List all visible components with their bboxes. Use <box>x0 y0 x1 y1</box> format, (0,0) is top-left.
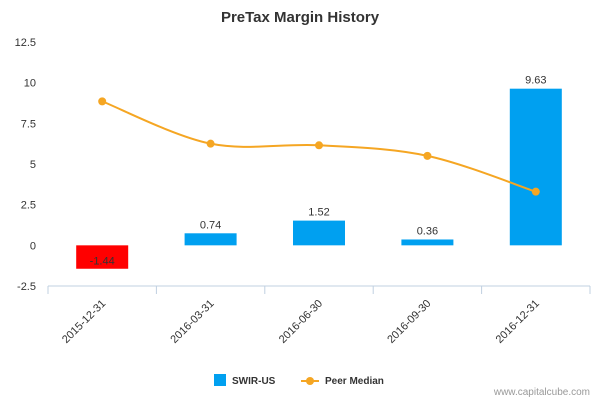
legend-swatch-bar[interactable] <box>214 374 226 386</box>
legend: SWIR-US Peer Median <box>214 374 384 387</box>
peer-median-point[interactable] <box>423 151 432 160</box>
credit-text: www.capitalcube.com <box>493 387 590 398</box>
bar-data-label: 1.52 <box>308 207 329 219</box>
peer-median-point[interactable] <box>531 187 540 196</box>
x-tick-label: 2015-12-31 <box>60 298 108 346</box>
chart-title: PreTax Margin History <box>221 9 380 26</box>
bar-data-label: -1.44 <box>90 255 115 267</box>
bar-data-label: 0.36 <box>417 225 438 237</box>
bar[interactable] <box>76 245 129 269</box>
bar-data-label: 9.63 <box>525 75 546 87</box>
bar-data-labels: -1.44 0.74 1.52 0.36 9.63 <box>90 75 547 268</box>
bar[interactable] <box>401 239 454 246</box>
y-tick-label: 0 <box>30 240 36 252</box>
legend-label-line[interactable]: Peer Median <box>325 376 384 387</box>
x-tick-label: 2016-06-30 <box>277 298 325 346</box>
y-tick-label: 7.5 <box>21 118 36 130</box>
y-axis: -2.5 0 2.5 5 7.5 10 12.5 <box>15 37 36 293</box>
y-tick-label: 10 <box>24 78 36 90</box>
peer-median-point[interactable] <box>206 139 215 148</box>
y-tick-label: 12.5 <box>15 37 36 49</box>
y-tick-label: 5 <box>30 159 36 171</box>
legend-label-bar[interactable]: SWIR-US <box>232 376 276 387</box>
x-tick-label: 2016-09-30 <box>385 298 433 346</box>
line-series <box>98 97 540 196</box>
x-axis: 2015-12-31 2016-03-31 2016-06-30 2016-09-30… <box>47 285 591 346</box>
legend-swatch-dot <box>306 377 314 385</box>
y-tick-label: 2.5 <box>21 200 36 212</box>
bar[interactable] <box>509 88 562 246</box>
bar[interactable] <box>293 220 345 246</box>
x-tick-label: 2016-12-31 <box>494 298 542 346</box>
peer-median-point[interactable] <box>98 97 107 106</box>
y-tick-label: -2.5 <box>17 281 36 293</box>
x-tick-label: 2016-03-31 <box>168 298 216 346</box>
bar-data-label: 0.74 <box>200 219 221 231</box>
bar-series <box>76 88 562 269</box>
peer-median-point[interactable] <box>315 141 323 150</box>
bar[interactable] <box>184 233 237 246</box>
